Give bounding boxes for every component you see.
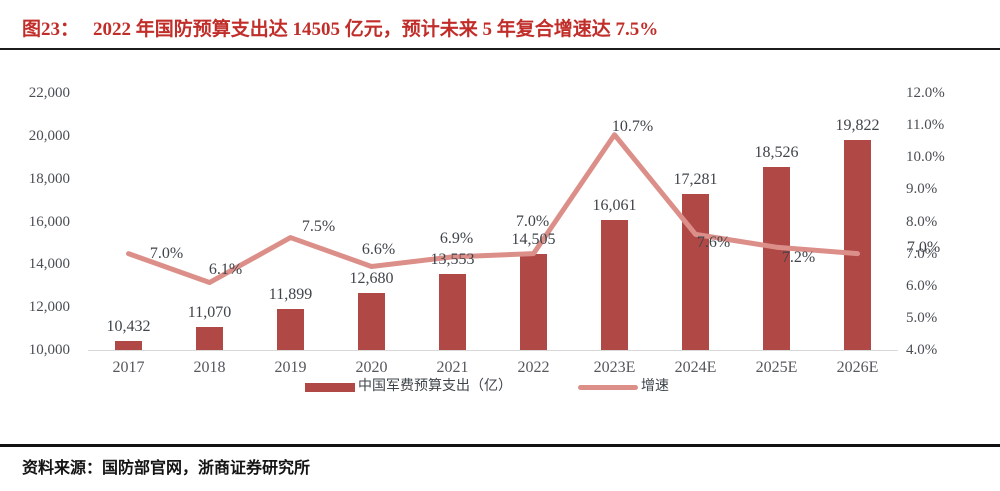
- bar: [682, 194, 709, 350]
- title-divider-line: [0, 48, 1000, 50]
- bar: [196, 327, 223, 350]
- bar: [844, 139, 871, 350]
- legend-item-line-series: 增速: [578, 378, 669, 396]
- bar: [358, 292, 385, 350]
- bar-value-label: 10,432: [106, 317, 151, 335]
- bar: [520, 253, 547, 350]
- line-value-label: 7.0%: [906, 238, 941, 256]
- line-value-label: 7.0%: [149, 244, 184, 262]
- source-note: 资料来源：国防部官网，浙商证券研究所: [22, 460, 311, 477]
- left-axis-tick-label: 10,000: [28, 342, 70, 358]
- x-axis-category-label: 2020: [355, 359, 388, 376]
- right-axis-tick-label: 8.0%: [906, 213, 938, 230]
- x-axis-category-label: 2024E: [674, 359, 717, 376]
- line-value-label: 6.1%: [208, 260, 243, 278]
- line-value-label: 7.5%: [301, 217, 336, 235]
- bar-value-label: 12,680: [349, 269, 394, 287]
- left-axis-tick-label: 14,000: [28, 256, 70, 273]
- figure-title-text: 2022 年国防预算支出达 14505 亿元，预计未来 5 年复合增速达 7.5…: [93, 19, 659, 40]
- right-axis-tick-label: 6.0%: [906, 277, 938, 294]
- x-axis-category-label: 2018: [193, 359, 226, 376]
- x-axis-category-label: 2021: [436, 359, 469, 376]
- right-axis-tick-label: 9.0%: [906, 181, 938, 198]
- bar-series-label: 中国军费预算支出（亿）: [358, 379, 512, 394]
- bar-value-label: 19,822: [835, 116, 880, 134]
- x-axis-category-label: 2025E: [755, 359, 798, 376]
- x-axis-category-label: 2022: [517, 359, 550, 376]
- line-series-label: 增速: [641, 379, 669, 394]
- bar: [601, 220, 628, 350]
- line-series-swatch: [578, 384, 638, 390]
- right-axis-tick-label: 10.0%: [906, 149, 945, 166]
- right-axis-tick-label: 11.0%: [906, 117, 945, 134]
- line-value-label: 6.9%: [439, 229, 474, 247]
- right-axis-tick-label: 12.0%: [906, 85, 945, 101]
- line-value-label: 7.2%: [781, 249, 816, 267]
- line-value-label: 6.6%: [361, 241, 396, 259]
- x-axis-category-label: 2019: [274, 359, 307, 376]
- line-value-label: 10.7%: [611, 117, 654, 135]
- figure-number: 图23：: [22, 19, 80, 40]
- x-axis-category-label: 2026E: [836, 359, 879, 376]
- legend-item-bar-series: 中国军费预算支出（亿）: [305, 378, 512, 396]
- bar-value-label: 16,061: [592, 197, 637, 215]
- line-value-label: 7.6%: [696, 234, 731, 252]
- left-axis-tick-label: 16,000: [28, 213, 70, 230]
- bar-value-label: 18,526: [754, 144, 799, 162]
- bar-value-label: 17,281: [673, 171, 718, 189]
- right-axis-tick-label: 4.0%: [906, 342, 938, 358]
- bar-value-label: 13,553: [430, 250, 475, 268]
- bar-value-label: 11,899: [268, 286, 313, 304]
- left-axis-tick-label: 22,000: [28, 85, 70, 101]
- left-axis-tick-label: 12,000: [28, 299, 70, 316]
- bar-value-label: 11,070: [187, 304, 232, 322]
- footer-divider-line: [0, 444, 1000, 447]
- right-axis-tick-label: 7.0%: [906, 245, 938, 262]
- left-axis-tick-label: 20,000: [28, 127, 70, 144]
- line-value-label: 7.0%: [515, 212, 550, 230]
- x-axis-line: [88, 350, 898, 351]
- bar: [115, 340, 142, 350]
- x-axis-category-label: 2017: [112, 359, 145, 376]
- bar-series-swatch: [305, 382, 355, 392]
- x-axis-category-label: 2023E: [593, 359, 636, 376]
- bar: [277, 309, 304, 350]
- bar-value-label: 14,505: [511, 230, 556, 248]
- bar: [439, 273, 466, 350]
- figure-title: 图23： 2022 年国防预算支出达 14505 亿元，预计未来 5 年复合增速达…: [22, 14, 658, 41]
- left-axis-tick-label: 18,000: [28, 170, 70, 187]
- right-axis-tick-label: 5.0%: [906, 309, 938, 326]
